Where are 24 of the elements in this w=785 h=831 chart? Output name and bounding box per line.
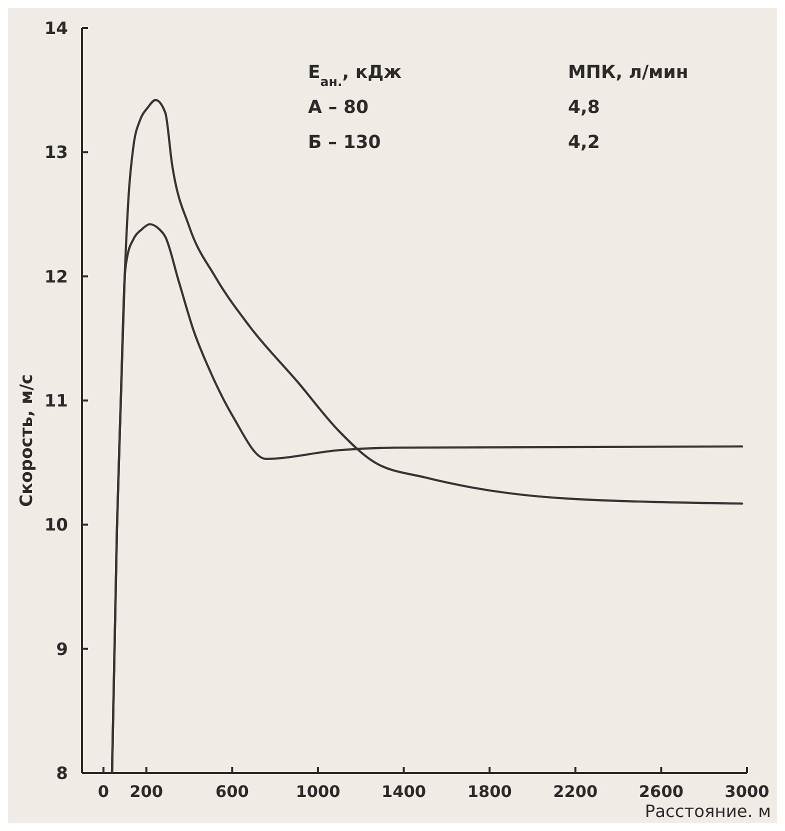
x-tick-label: 3000 [724, 782, 770, 801]
x-tick-label: 1000 [296, 782, 340, 801]
x-tick-label: 0 [98, 782, 110, 801]
y-tick-label: 8 [56, 764, 68, 784]
y-tick-label: 9 [56, 640, 68, 660]
y-axis-title: Скорость, м/с [17, 374, 37, 507]
x-tick-label: 600 [215, 782, 249, 801]
x-tick-label: 2200 [553, 782, 598, 801]
x-tick-label: 1800 [467, 782, 512, 801]
y-tick-label: 13 [44, 143, 68, 164]
annotation: Б – 130 [308, 132, 381, 153]
x-tick-label: 2600 [638, 782, 684, 801]
x-tick-label: 1400 [382, 782, 426, 801]
annotation: МПК, л/мин [568, 62, 688, 83]
x-axis-title: Расстояние. м [644, 802, 771, 822]
annotation: 4,8 [568, 97, 600, 118]
annotation: А – 80 [308, 97, 369, 118]
y-tick-label: 11 [44, 391, 68, 412]
y-tick-label: 14 [44, 18, 68, 39]
y-tick-label: 12 [44, 267, 68, 288]
annotation: 4,2 [568, 132, 600, 153]
y-tick-label: 10 [44, 516, 68, 536]
x-tick-label: 200 [130, 782, 164, 801]
annotation: E$_{ан.}$, кДж [308, 62, 402, 88]
